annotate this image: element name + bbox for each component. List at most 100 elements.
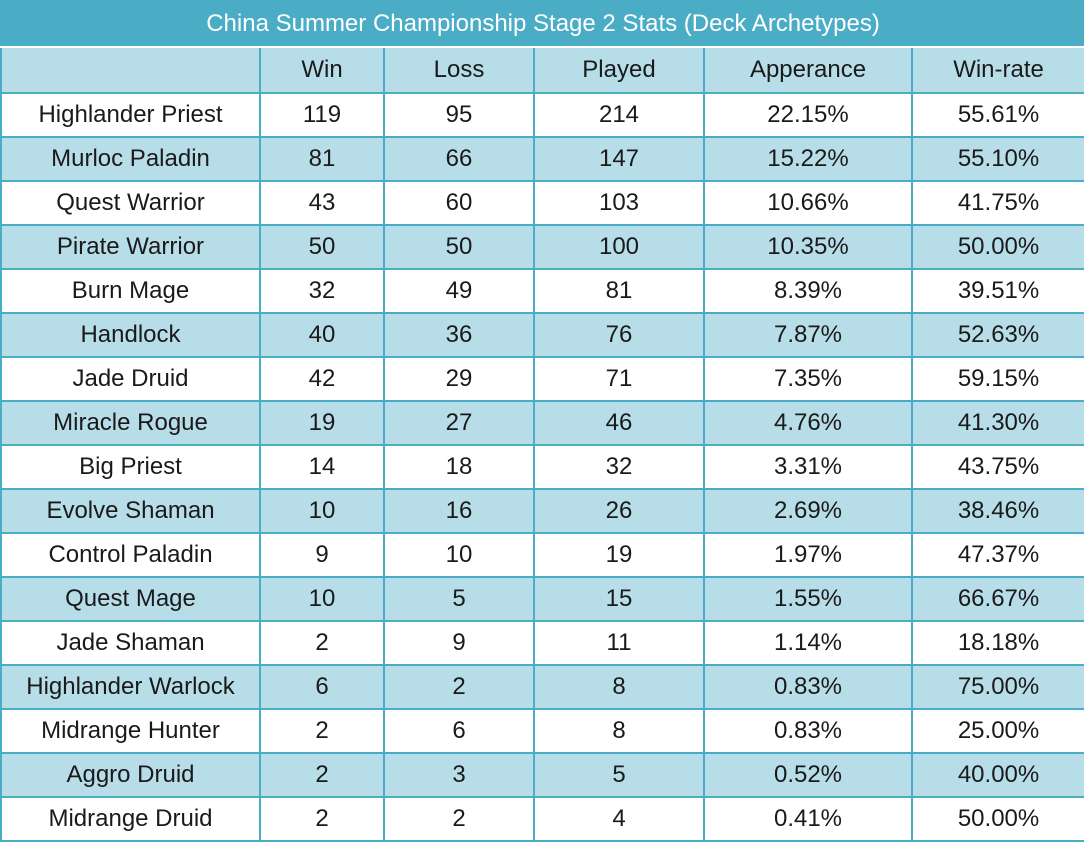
- cell-loss: 9: [383, 620, 535, 666]
- table-row: Burn Mage 32 49 81 8.39% 39.51%: [0, 268, 1084, 314]
- cell-apperance: 0.41%: [703, 796, 913, 842]
- table-row: Midrange Hunter 2 6 8 0.83% 25.00%: [0, 708, 1084, 754]
- cell-apperance: 0.83%: [703, 708, 913, 754]
- cell-win-rate: 18.18%: [910, 620, 1084, 666]
- cell-played: 26: [533, 488, 705, 534]
- cell-win-rate: 25.00%: [910, 708, 1084, 754]
- cell-played: 46: [533, 400, 705, 446]
- cell-archetype: Miracle Rogue: [0, 400, 261, 446]
- cell-loss: 27: [383, 400, 535, 446]
- cell-played: 8: [533, 664, 705, 710]
- header-row: Win Loss Played Apperance Win-rate: [0, 46, 1084, 94]
- cell-win-rate: 66.67%: [910, 576, 1084, 622]
- cell-win-rate: 41.75%: [910, 180, 1084, 226]
- table-row: Big Priest 14 18 32 3.31% 43.75%: [0, 444, 1084, 490]
- cell-played: 4: [533, 796, 705, 842]
- cell-win-rate: 75.00%: [910, 664, 1084, 710]
- cell-apperance: 15.22%: [703, 136, 913, 182]
- cell-loss: 18: [383, 444, 535, 490]
- cell-archetype: Handlock: [0, 312, 261, 358]
- cell-archetype: Control Paladin: [0, 532, 261, 578]
- cell-win: 40: [259, 312, 385, 358]
- table-row: Pirate Warrior 50 50 100 10.35% 50.00%: [0, 224, 1084, 270]
- cell-loss: 6: [383, 708, 535, 754]
- cell-loss: 50: [383, 224, 535, 270]
- cell-archetype: Pirate Warrior: [0, 224, 261, 270]
- table-row: Highlander Warlock 6 2 8 0.83% 75.00%: [0, 664, 1084, 710]
- cell-win: 119: [259, 92, 385, 138]
- cell-win: 14: [259, 444, 385, 490]
- cell-archetype: Highlander Warlock: [0, 664, 261, 710]
- cell-loss: 2: [383, 664, 535, 710]
- table-row: Handlock 40 36 76 7.87% 52.63%: [0, 312, 1084, 358]
- cell-win: 2: [259, 708, 385, 754]
- cell-apperance: 4.76%: [703, 400, 913, 446]
- table-row: Aggro Druid 2 3 5 0.52% 40.00%: [0, 752, 1084, 798]
- cell-apperance: 0.83%: [703, 664, 913, 710]
- table-row: Jade Druid 42 29 71 7.35% 59.15%: [0, 356, 1084, 402]
- cell-loss: 10: [383, 532, 535, 578]
- cell-loss: 5: [383, 576, 535, 622]
- cell-win-rate: 50.00%: [910, 224, 1084, 270]
- table-row: Midrange Druid 2 2 4 0.41% 50.00%: [0, 796, 1084, 842]
- cell-apperance: 10.35%: [703, 224, 913, 270]
- cell-archetype: Burn Mage: [0, 268, 261, 314]
- table-title: China Summer Championship Stage 2 Stats …: [0, 0, 1084, 48]
- cell-win-rate: 40.00%: [910, 752, 1084, 798]
- cell-win: 2: [259, 752, 385, 798]
- cell-archetype: Aggro Druid: [0, 752, 261, 798]
- cell-win-rate: 52.63%: [910, 312, 1084, 358]
- table-row: Quest Warrior 43 60 103 10.66% 41.75%: [0, 180, 1084, 226]
- cell-played: 15: [533, 576, 705, 622]
- cell-played: 147: [533, 136, 705, 182]
- table-row: Quest Mage 10 5 15 1.55% 66.67%: [0, 576, 1084, 622]
- cell-archetype: Highlander Priest: [0, 92, 261, 138]
- cell-loss: 95: [383, 92, 535, 138]
- cell-win: 42: [259, 356, 385, 402]
- cell-archetype: Midrange Hunter: [0, 708, 261, 754]
- column-header-win-rate: Win-rate: [910, 46, 1084, 94]
- cell-win-rate: 38.46%: [910, 488, 1084, 534]
- cell-played: 214: [533, 92, 705, 138]
- cell-loss: 16: [383, 488, 535, 534]
- column-header-apperance: Apperance: [703, 46, 913, 94]
- cell-loss: 66: [383, 136, 535, 182]
- table-row: Murloc Paladin 81 66 147 15.22% 55.10%: [0, 136, 1084, 182]
- cell-loss: 49: [383, 268, 535, 314]
- cell-apperance: 1.55%: [703, 576, 913, 622]
- cell-win: 81: [259, 136, 385, 182]
- cell-archetype: Jade Shaman: [0, 620, 261, 666]
- cell-played: 76: [533, 312, 705, 358]
- cell-apperance: 1.14%: [703, 620, 913, 666]
- cell-archetype: Murloc Paladin: [0, 136, 261, 182]
- table-body: Highlander Priest 119 95 214 22.15% 55.61% Mur…: [0, 92, 1084, 842]
- cell-win-rate: 43.75%: [910, 444, 1084, 490]
- cell-win: 10: [259, 488, 385, 534]
- cell-win-rate: 41.30%: [910, 400, 1084, 446]
- column-header-played: Played: [533, 46, 705, 94]
- cell-win: 43: [259, 180, 385, 226]
- cell-apperance: 10.66%: [703, 180, 913, 226]
- cell-apperance: 22.15%: [703, 92, 913, 138]
- table-row: Miracle Rogue 19 27 46 4.76% 41.30%: [0, 400, 1084, 446]
- cell-win-rate: 50.00%: [910, 796, 1084, 842]
- table-row: Control Paladin 9 10 19 1.97% 47.37%: [0, 532, 1084, 578]
- column-header-archetype: [0, 46, 261, 94]
- cell-loss: 29: [383, 356, 535, 402]
- cell-apperance: 7.87%: [703, 312, 913, 358]
- column-header-loss: Loss: [383, 46, 535, 94]
- cell-loss: 3: [383, 752, 535, 798]
- cell-apperance: 2.69%: [703, 488, 913, 534]
- cell-loss: 60: [383, 180, 535, 226]
- cell-win-rate: 39.51%: [910, 268, 1084, 314]
- cell-win: 2: [259, 620, 385, 666]
- cell-played: 81: [533, 268, 705, 314]
- cell-played: 5: [533, 752, 705, 798]
- cell-win-rate: 55.10%: [910, 136, 1084, 182]
- cell-played: 8: [533, 708, 705, 754]
- table-row: Highlander Priest 119 95 214 22.15% 55.61%: [0, 92, 1084, 138]
- cell-win: 50: [259, 224, 385, 270]
- cell-win: 32: [259, 268, 385, 314]
- cell-win: 6: [259, 664, 385, 710]
- cell-apperance: 7.35%: [703, 356, 913, 402]
